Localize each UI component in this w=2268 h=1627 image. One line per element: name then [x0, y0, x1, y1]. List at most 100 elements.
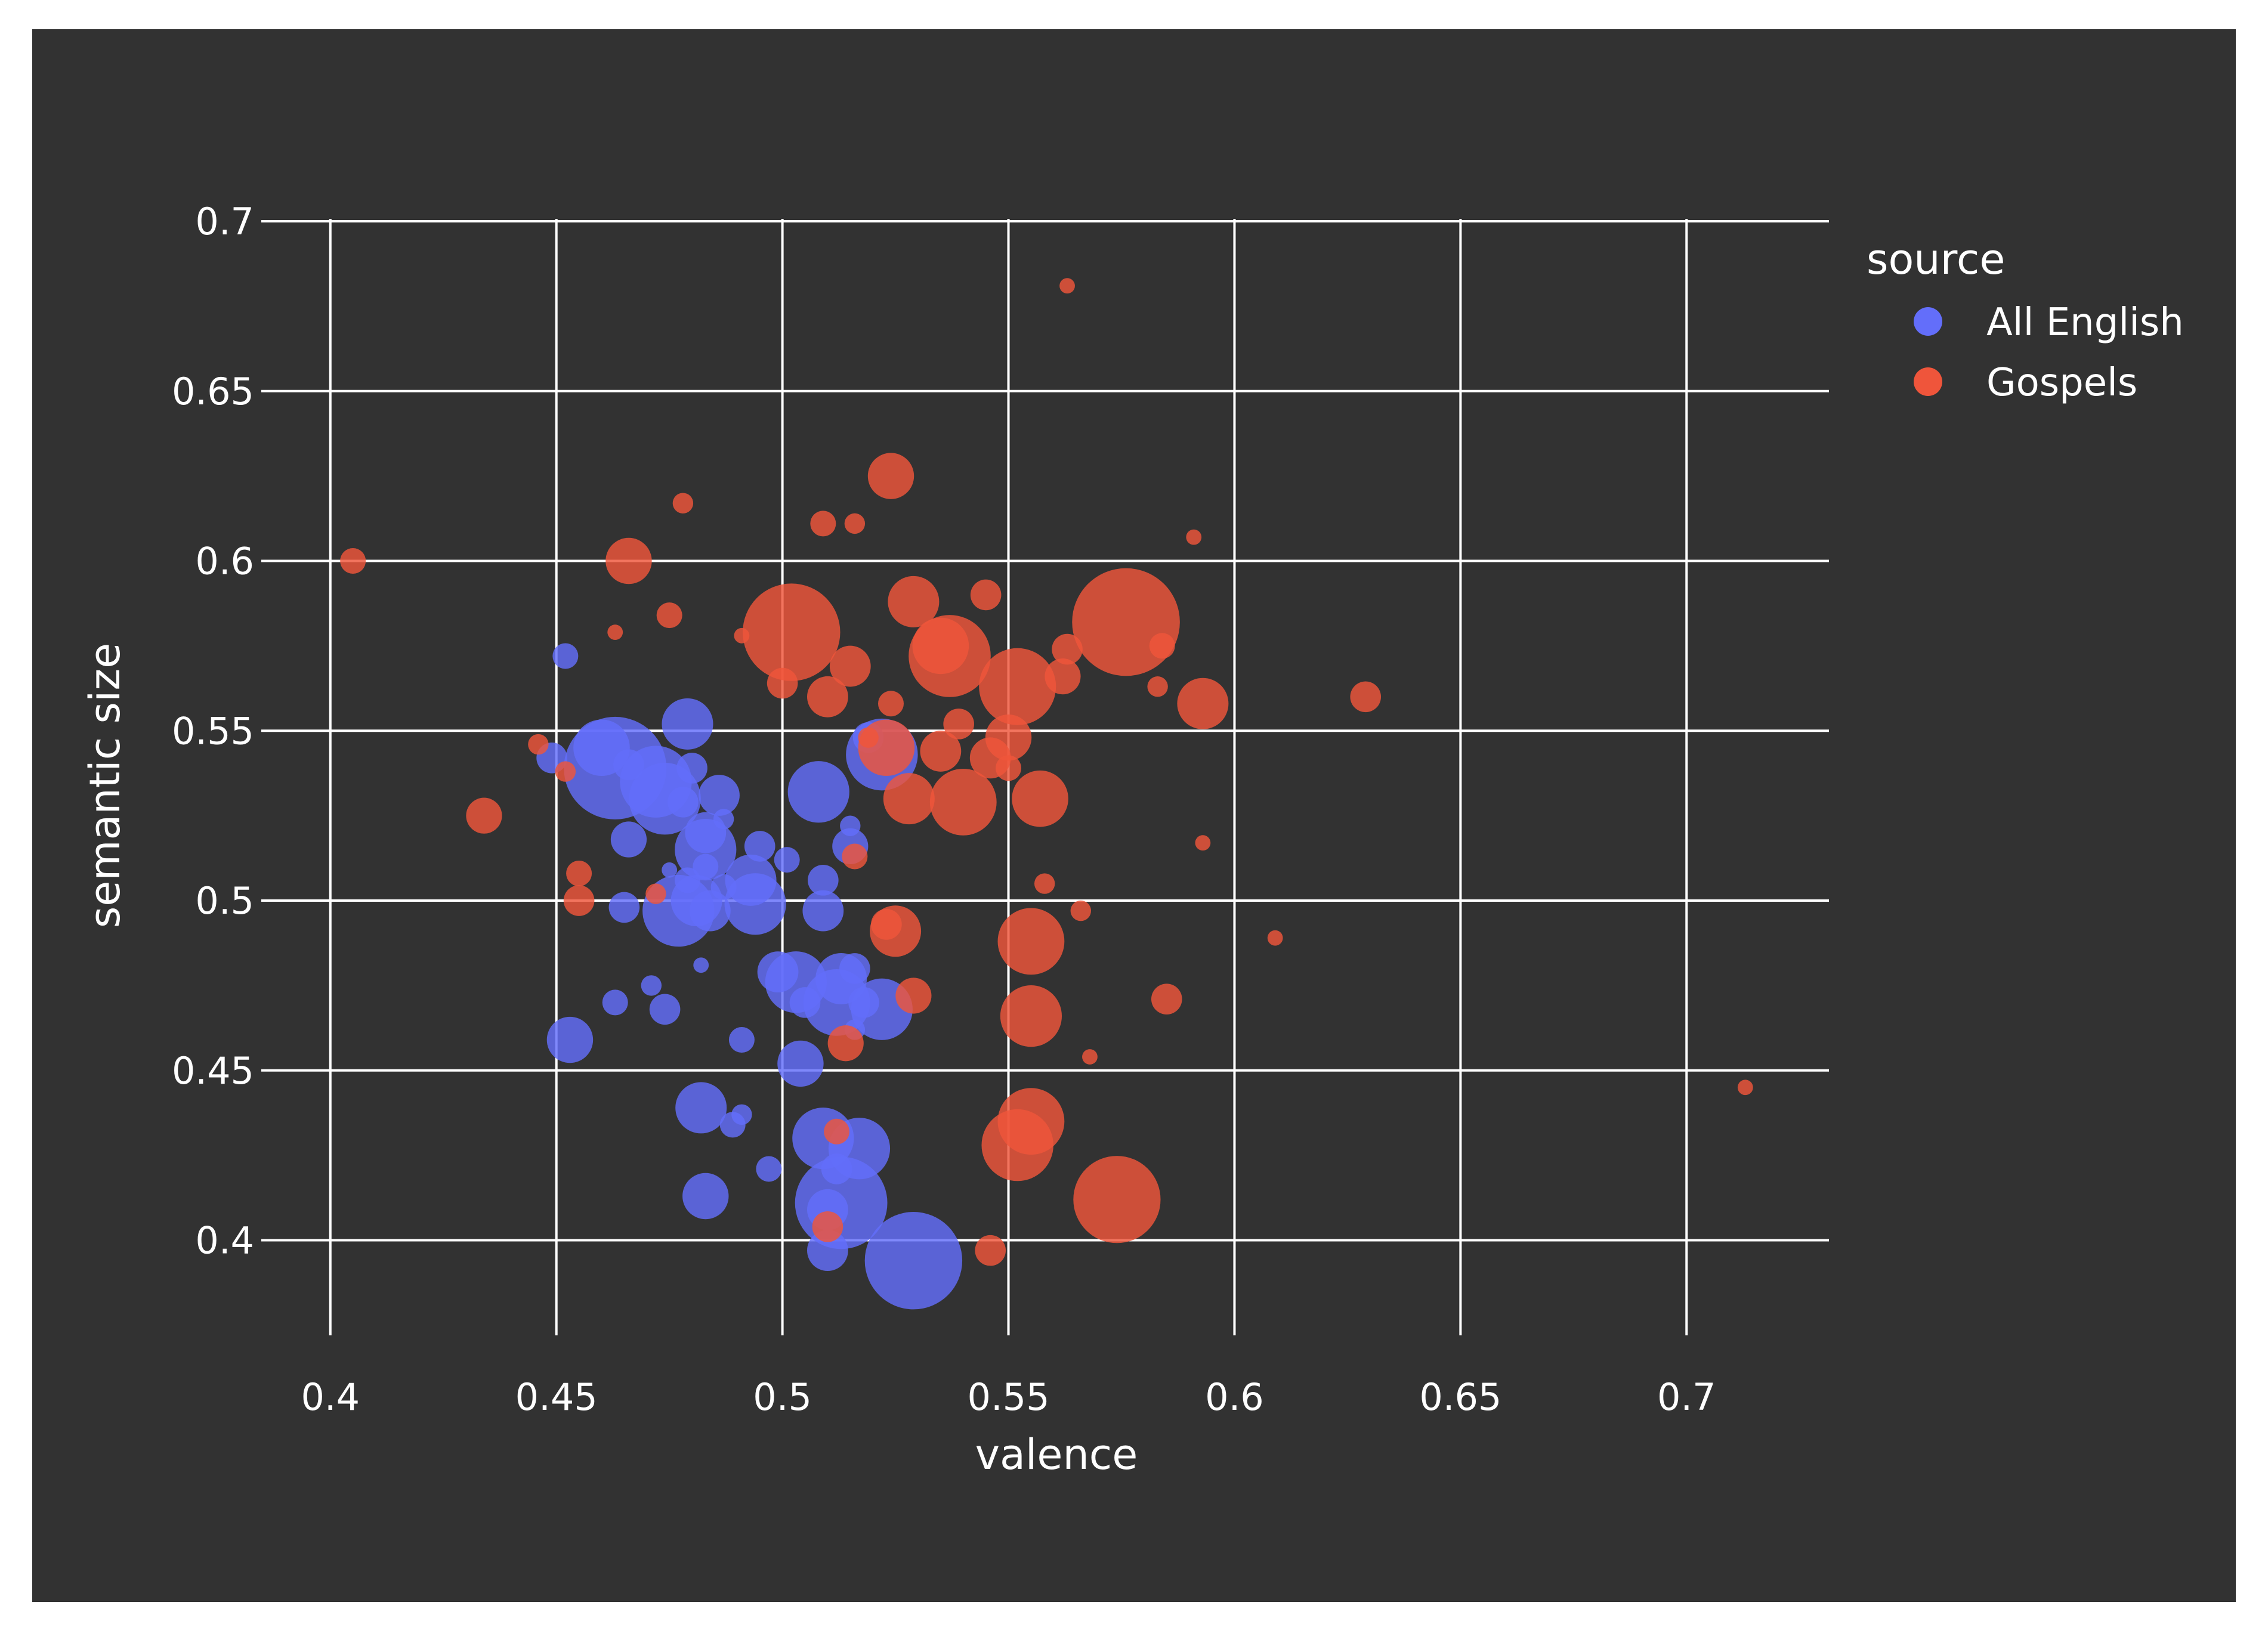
data-point[interactable] [672, 493, 694, 514]
data-point[interactable] [864, 1212, 963, 1310]
data-point[interactable] [1149, 633, 1175, 659]
data-point[interactable] [895, 978, 932, 1014]
data-point[interactable] [996, 755, 1022, 781]
data-point[interactable] [812, 1211, 843, 1242]
legend-marker-all-english [1914, 307, 1942, 336]
data-point[interactable] [1350, 681, 1382, 713]
data-point[interactable] [844, 513, 866, 534]
data-point[interactable] [528, 734, 549, 755]
x-tick-label: 0.65 [1419, 1375, 1501, 1419]
data-point[interactable] [682, 1173, 729, 1220]
data-point[interactable] [608, 892, 640, 923]
data-point[interactable] [676, 753, 707, 784]
y-tick-label: 0.65 [172, 370, 254, 413]
data-point[interactable] [827, 1025, 864, 1062]
data-point[interactable] [641, 975, 662, 996]
data-point[interactable] [767, 667, 798, 699]
data-point[interactable] [842, 843, 868, 870]
data-point[interactable] [713, 809, 734, 830]
data-point[interactable] [563, 885, 595, 916]
data-point[interactable] [743, 583, 841, 681]
data-point[interactable] [1151, 983, 1182, 1014]
data-point[interactable] [602, 989, 628, 1016]
data-point[interactable] [656, 602, 682, 629]
y-gridlines [261, 220, 1829, 1242]
data-point[interactable] [808, 865, 839, 896]
data-point[interactable] [719, 1112, 746, 1138]
data-point[interactable] [877, 691, 904, 717]
data-point[interactable] [693, 853, 719, 880]
data-point[interactable] [867, 453, 914, 499]
data-point[interactable] [1052, 633, 1083, 665]
data-point[interactable] [1737, 1079, 1753, 1096]
data-point[interactable] [777, 1040, 824, 1087]
data-point[interactable] [1072, 568, 1180, 676]
data-point[interactable] [662, 862, 678, 878]
legend: source All English Gospels [1867, 235, 2184, 405]
data-point[interactable] [555, 761, 576, 782]
data-point[interactable] [920, 731, 962, 772]
data-point[interactable] [810, 511, 836, 537]
data-point[interactable] [883, 773, 935, 825]
x-tick-label: 0.45 [515, 1375, 598, 1419]
data-point[interactable] [1195, 835, 1211, 851]
data-point[interactable] [744, 831, 775, 862]
data-point[interactable] [929, 768, 997, 836]
data-point[interactable] [1012, 770, 1068, 827]
data-point[interactable] [1070, 900, 1091, 921]
legend-title: source [1867, 235, 2005, 284]
data-point[interactable] [699, 775, 740, 816]
data-point[interactable] [981, 1109, 1053, 1181]
data-point[interactable] [970, 579, 1002, 611]
data-point[interactable] [689, 890, 731, 932]
data-point[interactable] [724, 873, 786, 935]
data-point[interactable] [466, 797, 502, 834]
data-point[interactable] [645, 883, 666, 904]
data-point[interactable] [975, 1235, 1006, 1266]
data-point[interactable] [870, 905, 922, 957]
data-point[interactable] [888, 576, 940, 627]
scatter-points [340, 278, 1753, 1310]
data-point[interactable] [774, 847, 800, 873]
data-point[interactable] [1034, 873, 1055, 894]
data-point[interactable] [675, 1082, 727, 1134]
data-point[interactable] [807, 676, 848, 717]
data-point[interactable] [943, 709, 974, 740]
legend-item-all-english[interactable]: All English [1914, 301, 2184, 345]
data-point[interactable] [566, 860, 592, 886]
data-point[interactable] [1082, 1049, 1098, 1065]
data-point[interactable] [662, 698, 713, 750]
data-point[interactable] [668, 787, 699, 818]
data-point[interactable] [552, 643, 579, 669]
data-point[interactable] [546, 1016, 594, 1063]
data-point[interactable] [979, 648, 1056, 725]
data-point[interactable] [607, 624, 623, 641]
data-point[interactable] [693, 957, 709, 973]
data-point[interactable] [1000, 985, 1062, 1047]
data-point[interactable] [858, 727, 879, 748]
data-point[interactable] [1186, 529, 1202, 545]
data-point[interactable] [756, 1156, 782, 1182]
data-point[interactable] [1177, 678, 1229, 729]
data-point[interactable] [997, 908, 1065, 975]
y-tick-label: 0.45 [172, 1049, 254, 1093]
data-point[interactable] [649, 994, 681, 1025]
data-point[interactable] [340, 548, 366, 574]
data-point[interactable] [1059, 278, 1075, 294]
data-point[interactable] [1147, 676, 1168, 697]
data-point[interactable] [605, 537, 652, 584]
data-point[interactable] [824, 1118, 850, 1145]
legend-label-all-english: All English [1986, 301, 2184, 345]
data-point[interactable] [909, 615, 991, 697]
data-point[interactable] [787, 761, 849, 823]
data-point[interactable] [675, 818, 737, 881]
data-point[interactable] [807, 1230, 848, 1272]
legend-item-gospels[interactable]: Gospels [1914, 361, 2137, 405]
data-point[interactable] [829, 645, 871, 687]
data-point[interactable] [1267, 930, 1283, 946]
y-tick-label: 0.7 [195, 200, 254, 243]
data-point[interactable] [802, 890, 844, 932]
data-point[interactable] [728, 1027, 755, 1053]
data-point[interactable] [1073, 1156, 1161, 1244]
data-point[interactable] [610, 821, 647, 858]
